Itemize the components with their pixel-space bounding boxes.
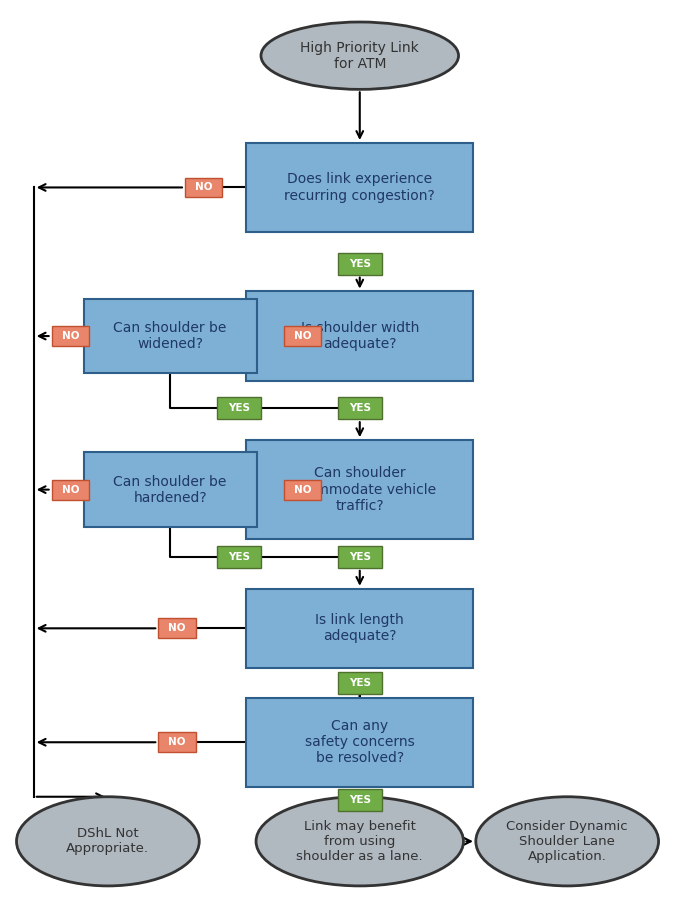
Text: YES: YES [349,403,370,413]
FancyBboxPatch shape [338,788,382,811]
FancyBboxPatch shape [246,143,473,232]
FancyBboxPatch shape [217,398,262,419]
Text: Is link length
adequate?: Is link length adequate? [315,613,404,644]
Text: High Priority Link
for ATM: High Priority Link for ATM [300,40,419,71]
Text: YES: YES [349,552,370,562]
Text: NO: NO [61,485,79,495]
Text: NO: NO [195,182,212,192]
FancyBboxPatch shape [338,546,382,568]
FancyBboxPatch shape [52,480,89,499]
FancyBboxPatch shape [246,440,473,539]
FancyBboxPatch shape [246,292,473,381]
Text: NO: NO [294,331,311,341]
Ellipse shape [476,797,659,886]
Text: NO: NO [61,331,79,341]
FancyBboxPatch shape [338,253,382,275]
Text: Link may benefit
from using
shoulder as a lane.: Link may benefit from using shoulder as … [296,820,423,863]
Text: YES: YES [228,403,250,413]
FancyBboxPatch shape [284,480,321,499]
Text: DShL Not
Appropriate.: DShL Not Appropriate. [66,827,149,855]
Text: Can any
safety concerns
be resolved?: Can any safety concerns be resolved? [305,719,415,765]
Text: YES: YES [349,259,370,269]
Ellipse shape [16,797,200,886]
FancyBboxPatch shape [338,398,382,419]
FancyBboxPatch shape [84,453,257,527]
Text: YES: YES [228,552,250,562]
FancyBboxPatch shape [185,178,223,198]
Text: Does link experience
recurring congestion?: Does link experience recurring congestio… [285,172,435,203]
Text: Can shoulder be
hardened?: Can shoulder be hardened? [114,474,227,505]
FancyBboxPatch shape [158,733,196,753]
Text: NO: NO [168,623,186,633]
Text: YES: YES [349,795,370,805]
FancyBboxPatch shape [52,326,89,346]
Text: YES: YES [349,678,370,688]
FancyBboxPatch shape [284,326,321,346]
Text: Can shoulder
accommodate vehicle
traffic?: Can shoulder accommodate vehicle traffic… [283,466,437,513]
Ellipse shape [261,22,458,90]
Text: Is shoulder width
adequate?: Is shoulder width adequate? [300,321,419,351]
FancyBboxPatch shape [246,698,473,787]
FancyBboxPatch shape [217,546,262,568]
FancyBboxPatch shape [158,619,196,638]
FancyBboxPatch shape [338,672,382,694]
Ellipse shape [256,797,464,886]
Text: NO: NO [168,737,186,747]
FancyBboxPatch shape [246,589,473,668]
Text: NO: NO [294,485,311,495]
Text: Can shoulder be
widened?: Can shoulder be widened? [114,321,227,351]
Text: Consider Dynamic
Shoulder Lane
Application.: Consider Dynamic Shoulder Lane Applicati… [507,820,628,863]
FancyBboxPatch shape [84,299,257,374]
